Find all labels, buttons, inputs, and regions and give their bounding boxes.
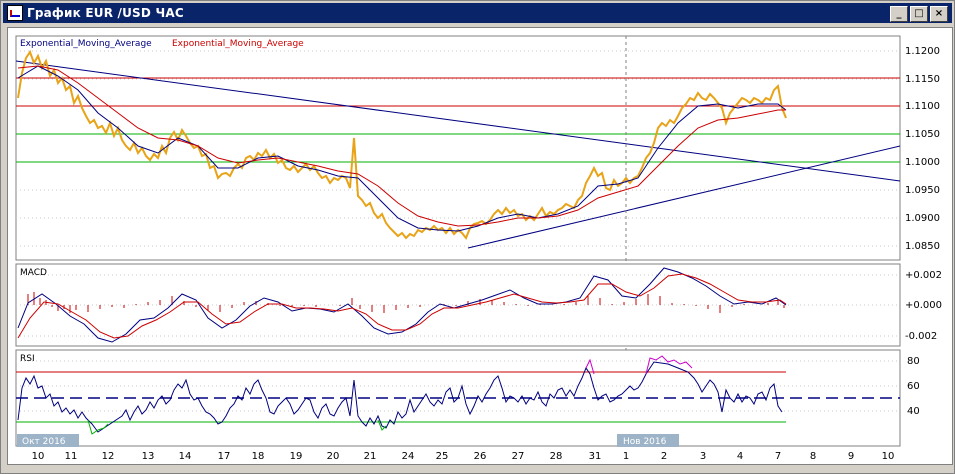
- x-tick: 1: [623, 451, 629, 462]
- macd-signal-line: [17, 273, 787, 339]
- y-tick: 1.1100: [905, 101, 940, 112]
- trend-line-up[interactable]: [467, 145, 901, 249]
- x-tick: 11: [65, 451, 78, 462]
- y-tick: +0.000: [905, 300, 942, 311]
- y-tick: 1.1000: [905, 157, 940, 168]
- y-tick: 40: [907, 406, 920, 417]
- y-tick: 1.0850: [905, 241, 940, 252]
- y-tick: -0.002: [905, 331, 937, 342]
- x-tick: 17: [218, 451, 231, 462]
- rsi-line: [17, 361, 783, 433]
- macd-label: MACD: [20, 268, 47, 278]
- x-tick: 21: [364, 451, 377, 462]
- x-tick: 27: [512, 451, 525, 462]
- macd-y-axis: +0.002 +0.000 -0.002: [905, 270, 942, 342]
- price-bars: [17, 49, 787, 240]
- x-tick: 7: [775, 451, 781, 462]
- chart-app-icon: [7, 5, 23, 21]
- title-bar[interactable]: График EUR /USD ЧАС _ □ ×: [3, 3, 952, 23]
- x-tick: 25: [436, 451, 449, 462]
- rsi-grid: [16, 360, 900, 412]
- x-tick: 9: [848, 451, 854, 462]
- legend-ema-2: Exponential_Moving_Average: [172, 39, 304, 49]
- x-tick: 10: [32, 451, 45, 462]
- main-y-axis: 1.1200 1.1150 1.1100 1.1050 1.1000 1.095…: [905, 46, 940, 252]
- ema-fast-line: [17, 65, 787, 232]
- close-button[interactable]: ×: [930, 6, 948, 22]
- x-tick: 4: [737, 451, 743, 462]
- x-tick: 24: [402, 451, 415, 462]
- x-tick: 13: [142, 451, 155, 462]
- x-tick: 2: [661, 451, 667, 462]
- y-tick: 60: [907, 381, 920, 392]
- restore-button[interactable]: □: [910, 6, 928, 22]
- macd-main-line: [17, 267, 787, 343]
- x-tick: 3: [700, 451, 706, 462]
- y-tick: 1.0900: [905, 213, 940, 224]
- trend-line-down[interactable]: [15, 60, 901, 182]
- y-tick: +0.002: [905, 270, 942, 281]
- y-tick: 1.1150: [905, 74, 940, 85]
- x-tick: 14: [179, 451, 192, 462]
- x-axis: 10 11 12 13 14 17 18 19 20 21 24 25 26 2…: [32, 451, 895, 462]
- y-tick: 1.1200: [905, 46, 940, 57]
- window-title: График EUR /USD ЧАС: [27, 6, 184, 20]
- minimize-button[interactable]: _: [890, 6, 908, 22]
- x-tick: 31: [589, 451, 602, 462]
- month-label-box: [17, 434, 79, 447]
- x-tick: 18: [252, 451, 265, 462]
- x-tick: 12: [102, 451, 115, 462]
- x-tick: 26: [474, 451, 487, 462]
- month-label-oct: Окт 2016: [22, 437, 66, 447]
- y-tick: 80: [907, 356, 920, 367]
- x-tick: 19: [290, 451, 303, 462]
- x-tick: 10: [882, 451, 895, 462]
- chart-area[interactable]: Exponential_Moving_Average Exponential_M…: [7, 27, 953, 465]
- month-label-nov: Нов 2016: [623, 437, 667, 447]
- month-label-box: [617, 434, 679, 447]
- x-tick: 8: [810, 451, 816, 462]
- ema-slow-line: [17, 65, 786, 227]
- rsi-label: RSI: [20, 354, 35, 364]
- y-tick: 1.0950: [905, 185, 940, 196]
- x-tick: 20: [327, 451, 340, 462]
- legend-ema-1: Exponential_Moving_Average: [20, 39, 152, 49]
- rsi-oversold-segment: [87, 419, 387, 435]
- y-tick: 1.1050: [905, 129, 940, 140]
- chart-canvas[interactable]: Exponential_Moving_Average Exponential_M…: [8, 28, 952, 464]
- rsi-y-axis: 80 60 40: [907, 356, 920, 417]
- x-tick: 28: [550, 451, 563, 462]
- rsi-overbought-segment: [585, 355, 693, 375]
- macd-grid: [16, 274, 900, 337]
